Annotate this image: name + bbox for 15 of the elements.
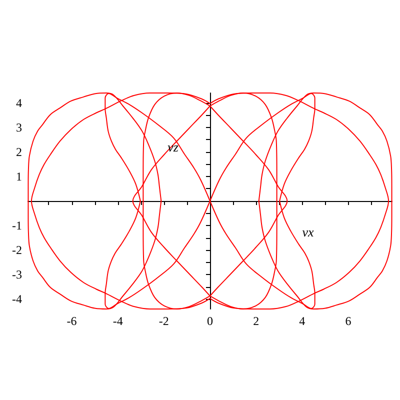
y-tick-label: -2 bbox=[12, 243, 22, 258]
x-tick-label: 0 bbox=[207, 314, 213, 328]
y-tick-label: -3 bbox=[12, 268, 22, 282]
y-tick-label: -1 bbox=[12, 218, 22, 233]
x-tick-label: 4 bbox=[299, 314, 306, 328]
y-tick-label: -4 bbox=[12, 292, 22, 306]
x-tick-label: 6 bbox=[345, 314, 352, 328]
x-tick-label: -6 bbox=[66, 314, 77, 328]
y-tick-label: 4 bbox=[16, 96, 22, 110]
x-tick-label: 2 bbox=[253, 314, 260, 328]
x-tick-label: -2 bbox=[158, 314, 169, 328]
y-tick-label: 2 bbox=[16, 144, 22, 159]
y-tick-label: 1 bbox=[16, 169, 22, 184]
x-tick-label: -4 bbox=[112, 314, 123, 328]
y-tick-label: 3 bbox=[16, 120, 22, 134]
